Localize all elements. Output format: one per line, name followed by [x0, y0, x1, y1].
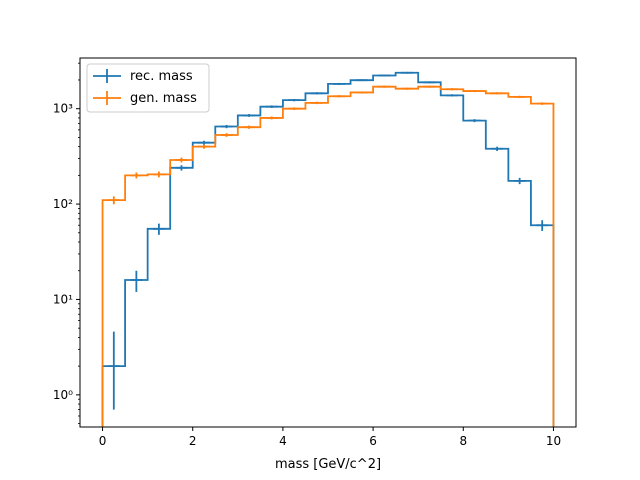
series-2: [101, 85, 555, 427]
y-tick-label: 10⁰: [53, 388, 73, 402]
x-tick-label: 6: [369, 434, 377, 448]
y-tick-label: 10³: [53, 102, 73, 116]
series-1: [101, 71, 555, 427]
x-tick-label: 0: [99, 434, 107, 448]
y-tick-label: 10¹: [53, 292, 73, 306]
axes-frame: [79, 57, 577, 428]
y-axis: 10⁰ 10¹ 10² 10³: [53, 62, 80, 424]
series-1-step-line: [101, 71, 555, 427]
x-tick-label: 4: [279, 434, 287, 448]
y-tick-label: 10²: [53, 197, 73, 211]
series-2-step-line: [101, 85, 555, 427]
x-axis-label: mass [GeV/c^2]: [275, 457, 381, 472]
legend: rec. mass gen. mass: [86, 63, 210, 113]
legend-label-2: gen. mass: [130, 91, 197, 106]
x-tick-label: 2: [189, 434, 197, 448]
legend-label-1: rec. mass: [130, 69, 193, 84]
x-axis: 0 2 4 6 8 10: [99, 427, 561, 448]
series-layer: [101, 71, 555, 427]
x-tick-label: 10: [546, 434, 561, 448]
x-tick-label: 8: [459, 434, 467, 448]
